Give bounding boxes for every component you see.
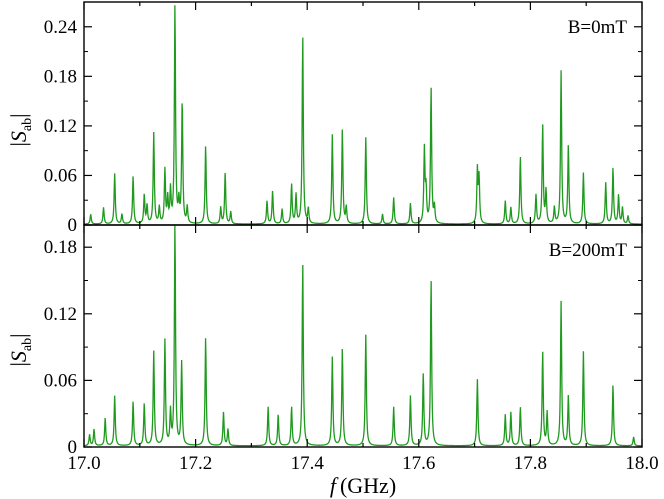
y-tick-label: 0	[68, 437, 78, 458]
plot-area-bottom	[83, 224, 643, 447]
plot-area-top	[83, 5, 642, 225]
y-tick-label: 0.06	[44, 370, 77, 391]
series-line-b200mt	[83, 224, 643, 447]
y-axis-title-top: |Sab|	[6, 113, 35, 146]
y-tick-label: 0.18	[44, 66, 77, 87]
y-tick-label: 0.18	[44, 237, 77, 258]
annotation-b0mt: B=0mT	[568, 17, 628, 38]
x-tick-label: 17.4	[291, 453, 325, 474]
x-tick-label: 17.2	[179, 453, 212, 474]
x-axis-ticks-top	[83, 2, 643, 225]
y-axis-ticks-bottom: 0 0.06 0.12 0.18	[44, 237, 642, 458]
plot-frame-top	[83, 1, 643, 226]
panel-b0mt: 0 0.06 0.12 0.18 0.24 B=0mT |Sab|	[6, 1, 643, 236]
y-axis-title-bottom: |Sab|	[6, 333, 35, 366]
x-tick-label: 17.6	[402, 453, 435, 474]
x-tick-label: 18.0	[625, 453, 658, 474]
x-tick-label: 17.0	[67, 453, 100, 474]
series-line-b0mt	[83, 5, 642, 225]
y-tick-label: 0	[68, 215, 78, 236]
y-tick-label: 0.12	[44, 116, 77, 137]
y-tick-label: 0.24	[44, 17, 78, 38]
x-axis-title: f (GHz)	[330, 473, 396, 498]
x-tick-label: 17.8	[514, 453, 547, 474]
panel-b200mt: 0 0.06 0.12 0.18 17.0 17.2 17.4 17.6 17.8 18.0 B…	[6, 224, 659, 498]
y-tick-label: 0.12	[44, 304, 77, 325]
annotation-b200mt: B=200mT	[549, 240, 628, 261]
x-axis-ticks-bottom: 17.0 17.2 17.4 17.6 17.8 18.0	[67, 225, 659, 474]
y-tick-label: 0.06	[44, 165, 77, 186]
y-axis-ticks-top: 0 0.06 0.12 0.18 0.24	[44, 17, 642, 236]
